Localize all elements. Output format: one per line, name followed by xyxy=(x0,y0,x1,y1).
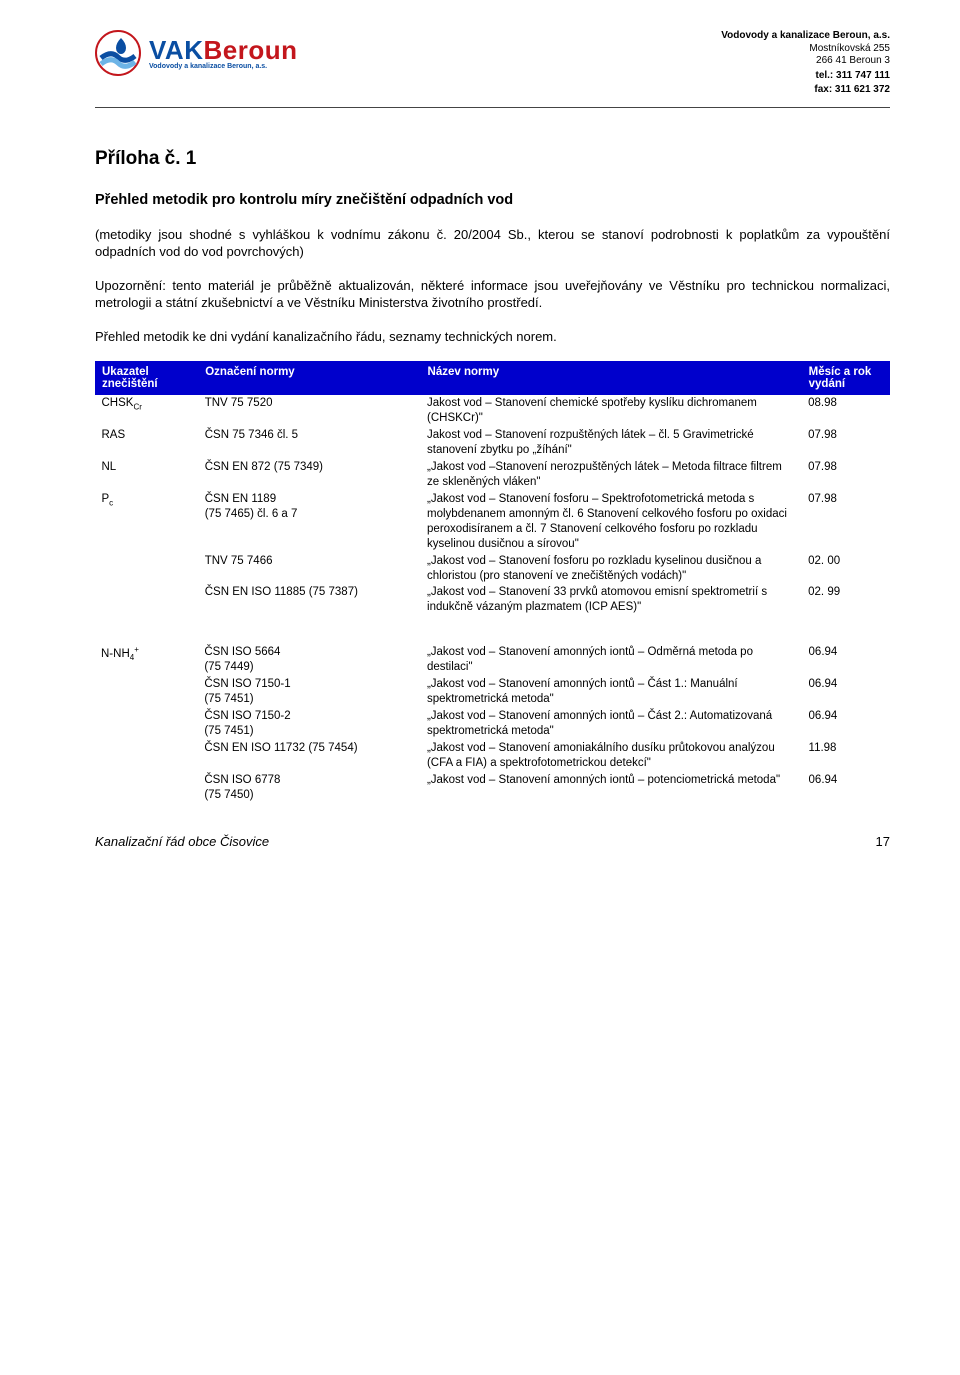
intro-para-3: Přehled metodik ke dni vydání kanalizačn… xyxy=(95,328,890,346)
cell-indicator: N-NH4+ xyxy=(95,644,198,676)
page-subtitle: Přehled metodik pro kontrolu míry znečiš… xyxy=(95,192,890,208)
cell-norm-id: ČSN EN 1189 (75 7465) čl. 6 a 7 xyxy=(199,491,421,553)
table-row: CHSKCr TNV 75 7520 Jakost vod – Stanoven… xyxy=(96,395,890,427)
addr-company: Vodovody a kanalizace Beroun, a.s. xyxy=(721,30,890,43)
cell-norm-name: „Jakost vod – Stanovení fosforu po rozkl… xyxy=(421,553,802,585)
header-divider xyxy=(95,107,890,108)
cell-date: 07.98 xyxy=(802,491,889,553)
intro-para-1: (metodiky jsou shodné s vyhláškou k vodn… xyxy=(95,226,890,261)
cell-norm-name: Jakost vod – Stanovení rozpuštěných láte… xyxy=(421,427,802,459)
addr-city: 266 41 Beroun 3 xyxy=(721,55,890,68)
cell-norm-name: „Jakost vod – Stanovení amoniakálního du… xyxy=(421,740,803,772)
table-row: RAS ČSN 75 7346 čl. 5 Jakost vod – Stano… xyxy=(96,427,890,459)
table-row: ČSN ISO 6778 (75 7450) „Jakost vod – Sta… xyxy=(95,772,890,804)
cell-norm-id: ČSN EN ISO 11732 (75 7454) xyxy=(198,740,421,772)
table-row: ČSN EN ISO 11732 (75 7454) „Jakost vod –… xyxy=(95,740,890,772)
footer-doc-title: Kanalizační řád obce Čisovice xyxy=(95,834,269,849)
logo-beroun: Beroun xyxy=(203,35,297,65)
cell-date: 06.94 xyxy=(803,644,890,676)
cell-date: 08.98 xyxy=(802,395,889,427)
header-norm-id: Označení normy xyxy=(199,362,421,395)
cell-norm-name: „Jakost vod – Stanovení amonných iontů –… xyxy=(421,644,803,676)
standards-table-1: Ukazatel znečištění Označení normy Název… xyxy=(95,361,890,616)
cell-norm-name: „Jakost vod – Stanovení amonných iontů –… xyxy=(421,676,803,708)
table-row: Pc ČSN EN 1189 (75 7465) čl. 6 a 7 „Jako… xyxy=(96,491,890,553)
cell-norm-id: ČSN EN ISO 11885 (75 7387) xyxy=(199,584,421,616)
letterhead: VAKBeroun Vodovody a kanalizace Beroun, … xyxy=(95,30,890,97)
cell-date: 11.98 xyxy=(803,740,890,772)
footer-page-number: 17 xyxy=(876,834,890,849)
cell-indicator: CHSKCr xyxy=(96,395,199,427)
cell-date: 06.94 xyxy=(803,708,890,740)
table-row: ČSN ISO 7150-2 (75 7451) „Jakost vod – S… xyxy=(95,708,890,740)
logo-block: VAKBeroun Vodovody a kanalizace Beroun, … xyxy=(95,30,297,76)
cell-date: 02. 99 xyxy=(802,584,889,616)
water-drop-icon xyxy=(95,30,141,76)
cell-date: 06.94 xyxy=(803,676,890,708)
cell-norm-id: ČSN ISO 7150-1 (75 7451) xyxy=(198,676,421,708)
table-row: N-NH4+ ČSN ISO 5664 (75 7449) „Jakost vo… xyxy=(95,644,890,676)
intro-para-2: Upozornění: tento materiál je průběžně a… xyxy=(95,277,890,312)
cell-indicator: NL xyxy=(96,459,199,491)
cell-norm-id: ČSN ISO 7150-2 (75 7451) xyxy=(198,708,421,740)
cell-norm-name: „Jakost vod –Stanovení nerozpuštěných lá… xyxy=(421,459,802,491)
cell-norm-id: TNV 75 7466 xyxy=(199,553,421,585)
addr-fax: fax: 311 621 372 xyxy=(721,84,890,97)
table-row: NL ČSN EN 872 (75 7349) „Jakost vod –Sta… xyxy=(96,459,890,491)
cell-indicator: RAS xyxy=(96,427,199,459)
cell-norm-name: „Jakost vod – Stanovení amonných iontů –… xyxy=(421,772,803,804)
footer: Kanalizační řád obce Čisovice 17 xyxy=(95,834,890,849)
page-container: VAKBeroun Vodovody a kanalizace Beroun, … xyxy=(0,0,960,869)
cell-norm-name: „Jakost vod – Stanovení amonných iontů –… xyxy=(421,708,803,740)
logo-text: VAKBeroun Vodovody a kanalizace Beroun, … xyxy=(149,37,297,70)
cell-date: 07.98 xyxy=(802,459,889,491)
addr-street: Mostníkovská 255 xyxy=(721,43,890,56)
table-row: ČSN EN ISO 11885 (75 7387) „Jakost vod –… xyxy=(96,584,890,616)
cell-norm-id: ČSN EN 872 (75 7349) xyxy=(199,459,421,491)
page-title: Příloha č. 1 xyxy=(95,148,890,170)
cell-norm-name: „Jakost vod – Stanovení fosforu – Spektr… xyxy=(421,491,802,553)
cell-date: 06.94 xyxy=(803,772,890,804)
logo-vak: VAK xyxy=(149,35,203,65)
table-header-row: Ukazatel znečištění Označení normy Název… xyxy=(96,362,890,395)
cell-norm-name: „Jakost vod – Stanovení 33 prvků atomovo… xyxy=(421,584,802,616)
cell-date: 07.98 xyxy=(802,427,889,459)
cell-norm-name: Jakost vod – Stanovení chemické spotřeby… xyxy=(421,395,802,427)
addr-tel: tel.: 311 747 111 xyxy=(721,70,890,83)
table-row: ČSN ISO 7150-1 (75 7451) „Jakost vod – S… xyxy=(95,676,890,708)
header-indicator: Ukazatel znečištění xyxy=(96,362,199,395)
standards-table-2: N-NH4+ ČSN ISO 5664 (75 7449) „Jakost vo… xyxy=(95,644,890,803)
table-row: TNV 75 7466 „Jakost vod – Stanovení fosf… xyxy=(96,553,890,585)
cell-norm-id: ČSN ISO 6778 (75 7450) xyxy=(198,772,421,804)
header-norm-name: Název normy xyxy=(421,362,802,395)
cell-norm-id: TNV 75 7520 xyxy=(199,395,421,427)
header-date: Měsíc a rok vydání xyxy=(802,362,889,395)
cell-date: 02. 00 xyxy=(802,553,889,585)
cell-norm-id: ČSN ISO 5664 (75 7449) xyxy=(198,644,421,676)
cell-norm-id: ČSN 75 7346 čl. 5 xyxy=(199,427,421,459)
address-block: Vodovody a kanalizace Beroun, a.s. Mostn… xyxy=(721,30,890,97)
cell-indicator: Pc xyxy=(96,491,199,553)
